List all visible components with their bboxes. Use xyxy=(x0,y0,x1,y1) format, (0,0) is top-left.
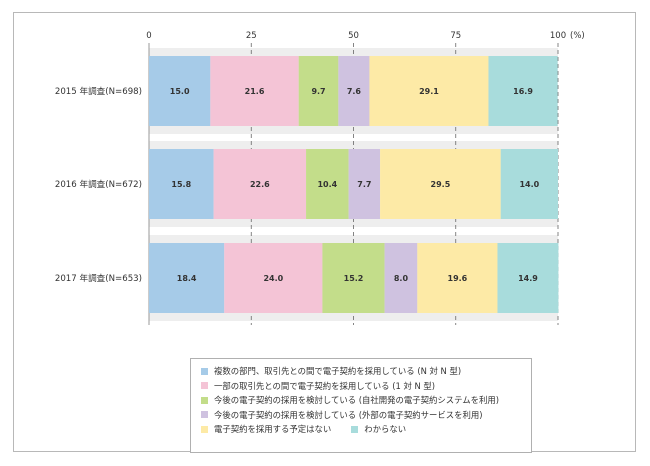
bar-segment xyxy=(488,56,558,126)
data-label: 15.0 xyxy=(170,87,190,96)
x-unit-label: (%) xyxy=(570,31,585,41)
category-label: 2016 年調査(N=672) xyxy=(55,178,142,190)
bar-segment xyxy=(149,243,225,313)
legend-label: 今後の電子契約の採用を検討している (外部の電子契約サービスを利用) xyxy=(214,409,483,420)
data-label: 19.6 xyxy=(448,274,468,283)
legend-label: わからない xyxy=(364,424,407,435)
bar-segment xyxy=(322,243,385,313)
bar-segment xyxy=(348,149,381,219)
legend-row: 今後の電子契約の採用を検討している (自社開発の電子契約システムを利用) xyxy=(201,393,521,408)
legend-row: 複数の部門、取引先との間で電子契約を採用している (N 対 N 型) xyxy=(201,364,521,379)
data-label: 7.6 xyxy=(347,87,362,96)
x-tick-label: 50 xyxy=(348,31,359,41)
legend-swatch xyxy=(201,367,208,375)
legend-row: 電子契約を採用する予定はない わからない xyxy=(201,422,521,437)
data-label: 18.4 xyxy=(177,274,197,283)
bar-segment xyxy=(497,243,559,313)
chart-frame: 0 25 50 75 100 (%) 2015 年調査(N=698) 15.0 21.6 9.7 7… xyxy=(13,12,636,453)
bar-segment xyxy=(224,243,323,313)
data-label: 29.1 xyxy=(419,87,439,96)
bar-segment xyxy=(338,56,370,126)
legend-label: 今後の電子契約の採用を検討している (自社開発の電子契約システムを利用) xyxy=(214,395,500,406)
data-label: 21.6 xyxy=(245,87,265,96)
bar-segment xyxy=(417,243,498,313)
legend: 複数の部門、取引先との間で電子契約を採用している (N 対 N 型) 一部の取引… xyxy=(190,358,532,453)
bar-segment xyxy=(210,56,299,126)
stacked-bar-chart: 0 25 50 75 100 (%) 2015 年調査(N=698) 15.0 21.6 9.7 7… xyxy=(55,31,585,325)
x-tick-label: 25 xyxy=(246,31,257,41)
x-tick-label: 0 xyxy=(146,31,151,41)
data-label: 15.2 xyxy=(344,274,364,283)
legend-swatch xyxy=(351,425,359,433)
data-label: 14.9 xyxy=(518,274,538,283)
bar-segment xyxy=(306,149,349,219)
x-tick-label: 75 xyxy=(450,31,461,41)
x-tick-label: 100 xyxy=(550,31,566,41)
bar-segment xyxy=(298,56,339,126)
data-label: 7.7 xyxy=(357,180,371,189)
legend-row: 一部の取引先との間で電子契約を採用している (1 対 N 型) xyxy=(201,379,521,394)
data-label: 16.9 xyxy=(513,87,533,96)
bar-segment xyxy=(149,56,211,126)
data-label: 29.5 xyxy=(431,180,451,189)
data-label: 9.7 xyxy=(311,87,325,96)
bar-segment xyxy=(500,149,558,219)
data-label: 24.0 xyxy=(263,274,283,283)
legend-label: 電子契約を採用する予定はない xyxy=(214,424,332,435)
data-label: 10.4 xyxy=(317,180,337,189)
legend-swatch xyxy=(201,425,208,433)
data-label: 15.8 xyxy=(171,180,191,189)
bar-segment xyxy=(369,56,489,126)
bar-segment xyxy=(384,243,418,313)
legend-swatch xyxy=(201,411,208,419)
legend-label: 一部の取引先との間で電子契約を採用している (1 対 N 型) xyxy=(214,380,436,391)
data-label: 14.0 xyxy=(519,180,539,189)
bar-segment xyxy=(380,149,501,219)
data-label: 22.6 xyxy=(250,180,270,189)
bar-segment xyxy=(213,149,307,219)
bar-segment xyxy=(149,149,214,219)
legend-label: 複数の部門、取引先との間で電子契約を採用している (N 対 N 型) xyxy=(214,366,462,377)
category-label: 2017 年調査(N=653) xyxy=(55,272,142,284)
data-label: 8.0 xyxy=(394,274,409,283)
legend-swatch xyxy=(201,396,208,404)
legend-swatch xyxy=(201,382,208,390)
legend-row: 今後の電子契約の採用を検討している (外部の電子契約サービスを利用) xyxy=(201,408,521,423)
category-label: 2015 年調査(N=698) xyxy=(55,85,142,97)
